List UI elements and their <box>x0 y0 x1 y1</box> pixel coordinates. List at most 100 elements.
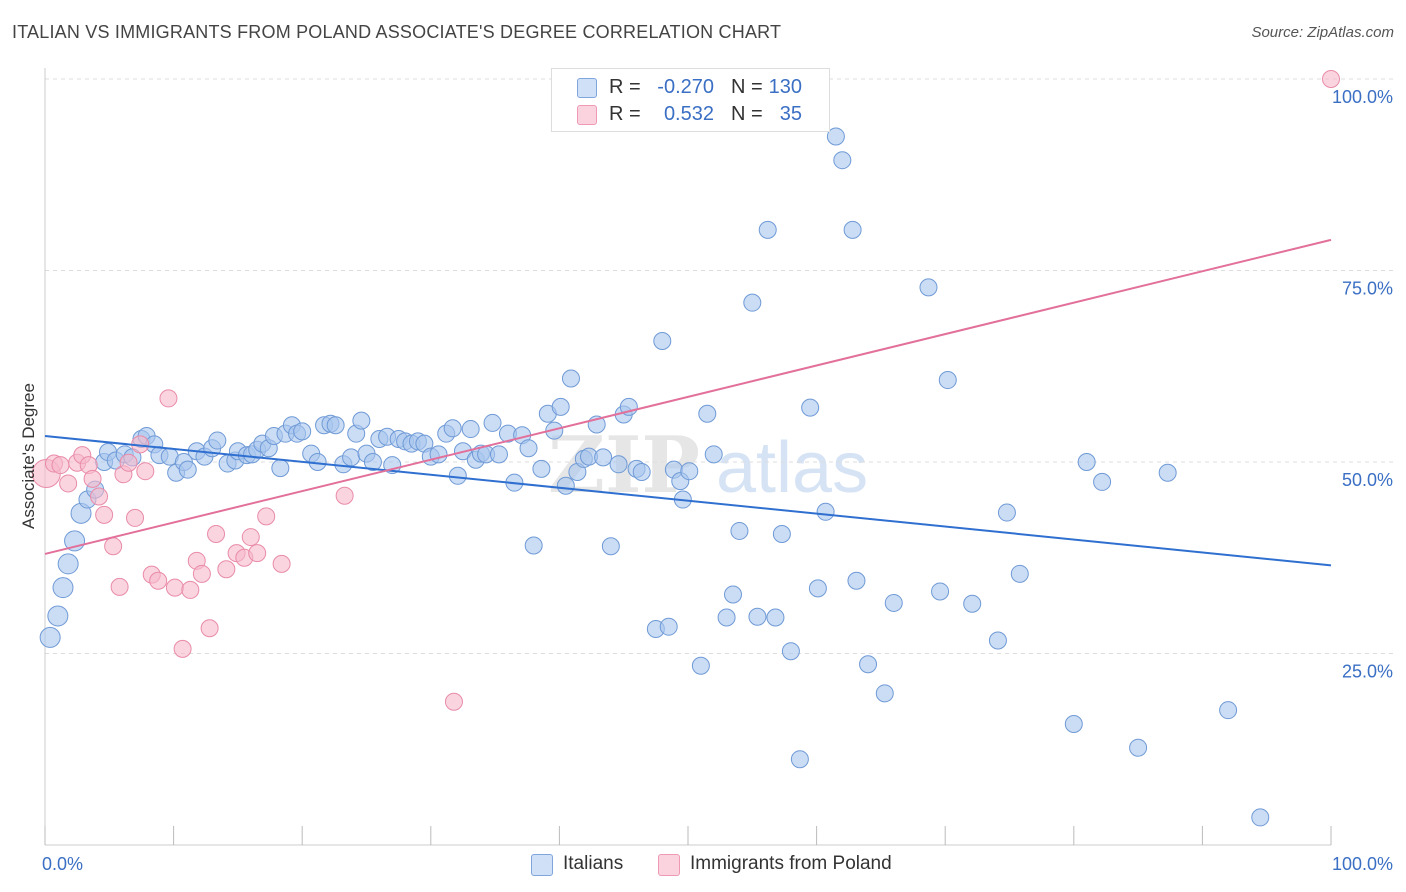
italians-point <box>766 608 785 627</box>
poland-point <box>59 474 78 493</box>
italians-point <box>691 656 710 675</box>
italians-point <box>632 462 651 481</box>
italians-point <box>1158 463 1177 482</box>
poland-point <box>200 619 219 638</box>
italians-swatch <box>577 78 597 98</box>
y-tick-label: 25.0% <box>1342 662 1393 682</box>
italians-point <box>532 459 551 478</box>
italians-point <box>443 419 462 438</box>
italians-point <box>758 220 777 239</box>
watermark: ZIP atlas <box>548 420 868 511</box>
series-legend: Italians Immigrants from Poland <box>0 852 1406 878</box>
y-tick-label: 50.0% <box>1342 470 1393 490</box>
poland-point <box>83 469 102 488</box>
italians-point <box>1219 701 1238 720</box>
n-value: 35 <box>779 103 802 125</box>
axes <box>44 68 1332 846</box>
tick-labels: 25.0% 50.0% 75.0% 100.0% 0.0% 100.0% Associate… <box>19 87 1393 874</box>
italians-point <box>448 466 467 485</box>
italians-swatch <box>531 854 553 876</box>
italians-point <box>293 422 312 441</box>
italians-point <box>594 448 613 467</box>
poland-point <box>149 571 168 590</box>
poland-point <box>51 456 70 475</box>
italians-point <box>808 579 827 598</box>
italians-point <box>790 750 809 769</box>
chart-title: ITALIAN VS IMMIGRANTS FROM POLAND ASSOCI… <box>12 22 782 42</box>
italians-point <box>988 631 1007 650</box>
poland-swatch <box>577 105 597 125</box>
y-tick-label: 100.0% <box>1332 87 1393 107</box>
r-value: 0.532 <box>663 103 714 125</box>
italians-point <box>57 553 79 575</box>
italians-point <box>561 369 580 388</box>
italians-point <box>271 459 290 478</box>
stats-legend: R = -0.270 N = 130 R = 0.532 N = 35 <box>551 68 830 132</box>
poland-point <box>241 528 260 547</box>
source-credit: Source: ZipAtlas.com <box>1251 24 1394 41</box>
italians-point <box>698 404 717 423</box>
n-label: N = <box>731 103 763 125</box>
poland-point <box>126 508 145 527</box>
italians-point <box>963 594 982 613</box>
poland-point <box>90 487 109 506</box>
poland-point <box>181 580 200 599</box>
n-label: N = <box>731 76 763 98</box>
italians-point <box>551 397 570 416</box>
italians-point <box>483 413 502 432</box>
r-label: R = <box>609 103 641 125</box>
italians-point <box>208 431 227 450</box>
gridlines <box>45 78 1393 654</box>
italians-point <box>816 502 835 521</box>
poland-point <box>136 462 155 481</box>
r-value: -0.270 <box>657 76 714 98</box>
italians-point <box>833 151 852 170</box>
italians-point <box>919 278 938 297</box>
watermark-atlas: atlas <box>716 428 868 508</box>
y-tick-label: 75.0% <box>1342 279 1393 299</box>
italians-point <box>489 445 508 464</box>
italians-point <box>326 416 345 435</box>
x-tick-label: 0.0% <box>42 854 83 874</box>
italians-point <box>826 127 845 146</box>
italians-point <box>461 420 480 439</box>
italians-point <box>781 642 800 661</box>
italians-point <box>772 525 791 544</box>
legend-label: Italians <box>563 853 624 874</box>
poland-point <box>248 544 267 563</box>
poland-swatch <box>658 854 680 876</box>
italians-point <box>884 593 903 612</box>
italians-point <box>342 448 361 467</box>
poland-point <box>1322 70 1340 88</box>
italians-point <box>730 521 749 540</box>
italians-point <box>847 571 866 590</box>
italians-point <box>545 421 564 440</box>
italians-point <box>1010 564 1029 583</box>
stats-row-poland: R = 0.532 N = 35 <box>552 101 829 127</box>
poland-point <box>173 639 192 658</box>
poland-points <box>31 70 1340 711</box>
y-axis-title: Associate's Degree <box>19 383 38 529</box>
italians-point <box>524 536 543 555</box>
italians-point <box>843 220 862 239</box>
italians-point <box>801 398 820 417</box>
italians-point <box>52 577 74 599</box>
italians-point <box>352 411 371 430</box>
poland-point <box>257 507 276 526</box>
italians-point <box>653 331 672 350</box>
poland-point <box>165 578 184 597</box>
poland-point <box>159 389 178 408</box>
poland-point <box>335 486 354 505</box>
italians-point <box>363 453 382 471</box>
poland-point <box>104 537 123 556</box>
poland-point <box>192 564 211 583</box>
italians-point <box>659 617 678 636</box>
italians-point <box>1251 808 1270 827</box>
poland-point <box>272 554 291 573</box>
legend-label: Immigrants from Poland <box>690 853 892 874</box>
n-value: 130 <box>768 76 802 98</box>
poland-point <box>444 692 463 711</box>
italians-point <box>1093 472 1112 491</box>
italians-points <box>39 127 1270 827</box>
